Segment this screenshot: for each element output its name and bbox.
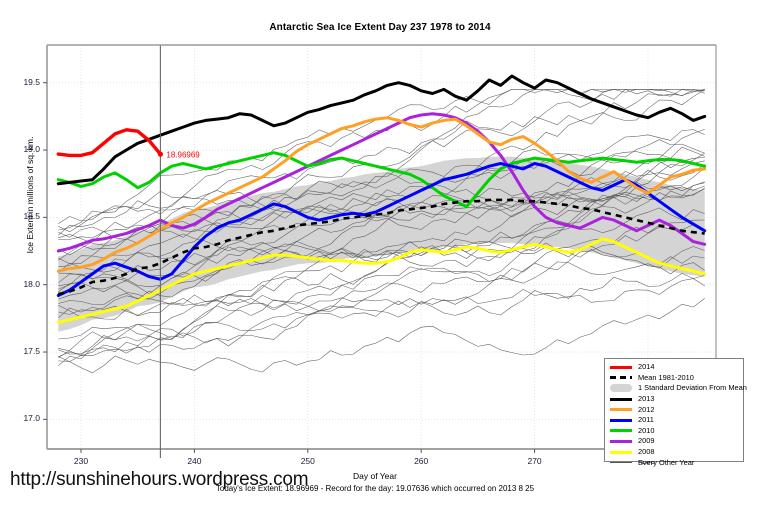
x-tick-label: 240	[187, 456, 202, 466]
legend-swatch-icon	[609, 394, 633, 404]
legend-item: 2012	[609, 404, 739, 415]
legend-label: 2010	[638, 425, 655, 435]
legend-item: 2009	[609, 436, 739, 447]
x-tick-label: 260	[414, 456, 429, 466]
current-value-annotation: 18.96969	[166, 151, 200, 160]
legend-label: 2011	[638, 415, 654, 425]
legend-swatch-icon	[609, 447, 633, 457]
y-tick-label: 17.0	[23, 413, 40, 424]
y-tick-label: 17.5	[23, 346, 40, 357]
legend-label: 2014	[638, 362, 655, 372]
legend-item: Every Other Year	[609, 457, 739, 468]
legend-item: 2013	[609, 394, 739, 405]
legend-swatch-icon	[609, 362, 633, 372]
y-tick-label: 18.0	[23, 278, 40, 289]
legend-label: 2008	[638, 447, 655, 457]
legend-swatch-icon	[609, 436, 633, 446]
legend-label: Every Other Year	[638, 457, 695, 467]
legend-item: Mean 1981-2010	[609, 373, 739, 384]
chart-subcaption: Today's Ice Extent: 18.96969 - Record fo…	[215, 484, 535, 493]
legend-label: 2009	[638, 436, 655, 446]
y-tick-label: 18.5	[23, 211, 40, 222]
x-tick-label: 250	[300, 456, 315, 466]
chart-legend: 2014 Mean 1981-2010 1 Standard Deviation F…	[604, 358, 747, 467]
legend-label: Mean 1981-2010	[638, 372, 694, 382]
y-tick-label: 19.0	[23, 144, 40, 155]
legend-swatch-icon	[609, 383, 633, 393]
legend-item: 2011	[609, 415, 739, 426]
legend-label: 2013	[638, 394, 655, 404]
legend-swatch-icon	[609, 405, 633, 415]
legend-item: 1 Standard Deviation From Mean	[609, 383, 747, 394]
legend-label: 2012	[638, 404, 655, 414]
source-watermark: http://sunshinehours.wordpress.com	[10, 469, 309, 490]
legend-label: 1 Standard Deviation From Mean	[638, 383, 747, 393]
legend-item: 2010	[609, 426, 739, 437]
y-axis-label: Ice Extent in millions of sq. km.	[25, 136, 35, 254]
x-axis-label: Day of Year	[353, 471, 397, 481]
legend-swatch-icon	[609, 373, 633, 383]
legend-swatch-icon	[609, 426, 633, 436]
legend-item: 2014	[609, 362, 739, 373]
y-tick-label: 19.5	[23, 76, 40, 87]
x-tick-label: 270	[527, 456, 542, 466]
legend-swatch-icon	[609, 415, 633, 425]
legend-item: 2008	[609, 447, 739, 458]
chart-title: Antarctic Sea Ice Extent Day 237 1978 to…	[269, 22, 491, 33]
legend-swatch-icon	[609, 458, 633, 468]
x-tick-label: 230	[73, 456, 89, 466]
